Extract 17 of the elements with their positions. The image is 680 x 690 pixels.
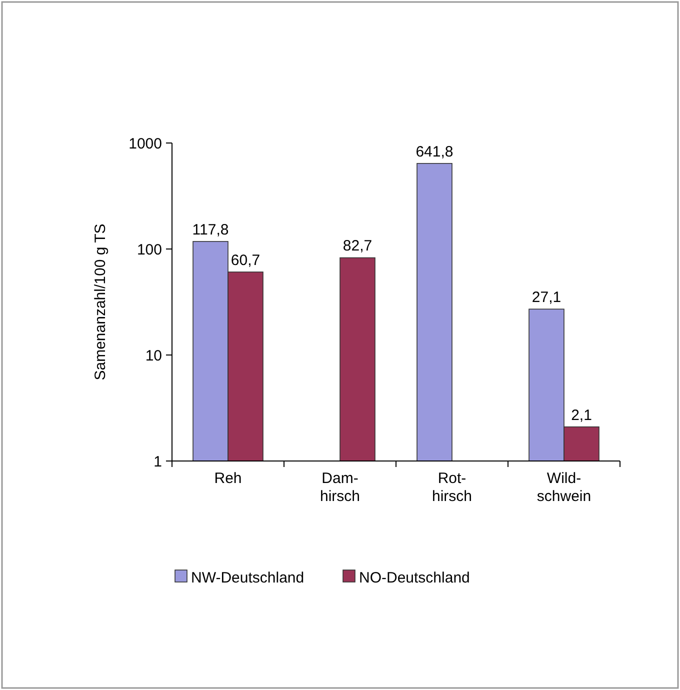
data-label: 2,1 [571,406,592,424]
data-label: 117,8 [192,221,229,238]
x-tick-label: Rot- hirsch [432,470,472,505]
x-tick-label: Wild- schwein [536,470,592,505]
y-tick-label: 1 [154,453,162,470]
x-tick-label: Reh [214,470,242,487]
legend-label: NW-Deutschland [191,569,304,586]
x-tick-label: Dam- hirsch [320,470,360,505]
y-axis-title: Samenanzahl/100 g TS [92,224,109,380]
data-label: 60,7 [230,252,260,269]
data-label: 27,1 [532,289,562,306]
legend-label: NO-Deutschland [359,569,470,586]
y-tick-label: 10 [145,347,162,364]
data-label: 641,8 [416,143,454,160]
y-tick-label: 100 [136,241,162,258]
data-label: 82,7 [342,238,372,255]
y-tick-label: 1000 [128,135,162,152]
